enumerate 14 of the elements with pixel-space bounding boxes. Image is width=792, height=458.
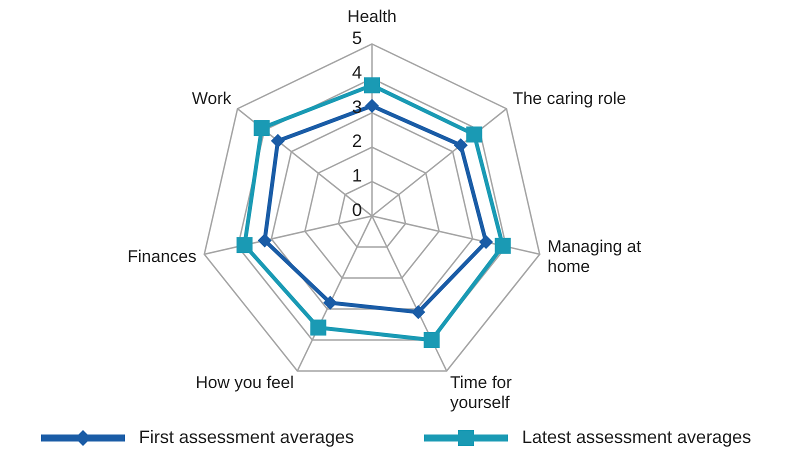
spoke-label: Health: [347, 7, 397, 26]
legend-label: Latest assessment averages: [522, 427, 752, 448]
spoke-label: Work: [192, 88, 232, 108]
y-tick-label: 5: [352, 28, 362, 48]
legend-label: First assessment averages: [138, 427, 354, 448]
y-tick-label: 2: [352, 131, 362, 152]
y-tick-label: 1: [352, 166, 362, 186]
y-tick-label: 0: [352, 200, 362, 220]
y-tick-label: 4: [352, 62, 362, 82]
spoke-label: Time for yourself: [450, 373, 512, 412]
spoke-label: Finances: [128, 247, 197, 266]
spoke-label: Managing at home: [547, 237, 642, 276]
spoke-label: The caring role: [512, 88, 626, 108]
spoke-label: How you feel: [196, 373, 294, 392]
